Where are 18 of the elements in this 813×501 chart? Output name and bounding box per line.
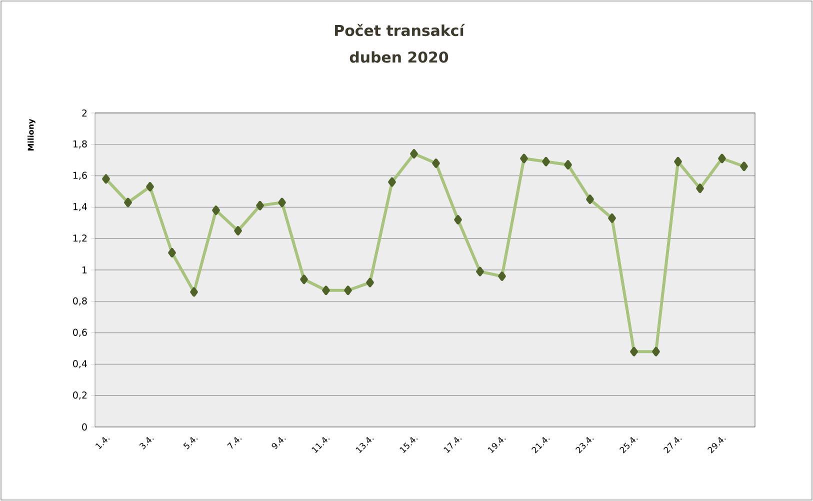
x-tick-label: 3.4. — [139, 437, 154, 450]
y-tick-label: 0,8 — [73, 297, 87, 306]
y-tick-label: 1,6 — [73, 172, 87, 180]
y-tick-label: 1,8 — [73, 140, 87, 148]
y-tick-label: 1 — [82, 266, 87, 274]
x-tick-label: 7.4. — [227, 436, 242, 449]
y-tick-label: 0,4 — [73, 360, 87, 368]
y-tick-label: 1,4 — [73, 203, 87, 212]
y-tick-label: 0,2 — [73, 392, 87, 400]
x-tick-label: 1.4. — [95, 436, 110, 450]
chart-title: Počet transakcí — [335, 24, 466, 36]
y-tick-label: 2 — [82, 109, 87, 116]
x-tick-label: 9.4. — [272, 437, 286, 450]
y-tick-label: 1,2 — [73, 234, 87, 243]
y-tick-label: 0 — [82, 423, 87, 431]
x-tick-label: 5.4. — [183, 436, 198, 450]
y-tick-label: 0,6 — [73, 328, 87, 337]
chart-subtitle: duben 2020 — [350, 51, 448, 63]
